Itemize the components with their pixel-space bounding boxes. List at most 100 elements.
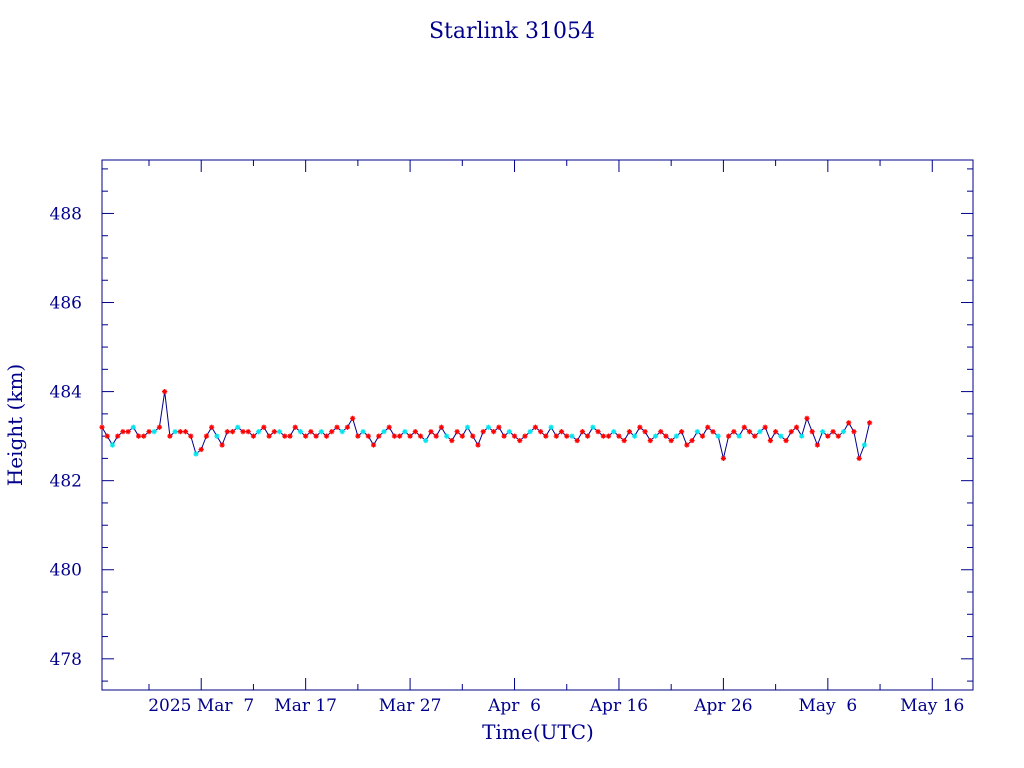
marker-stroke (183, 429, 188, 434)
data-point-marker (830, 429, 836, 435)
marker-stroke (668, 438, 674, 443)
data-point-marker (543, 433, 549, 439)
data-point-marker (423, 437, 429, 444)
data-point-marker (182, 429, 189, 435)
marker-stroke (501, 433, 507, 439)
marker-stroke (303, 433, 308, 439)
data-point-marker (235, 424, 241, 430)
x-tick-label: May 6 (798, 696, 857, 716)
marker-stroke (428, 429, 434, 434)
data-point-marker (370, 442, 377, 448)
data-point-marker (668, 437, 674, 444)
data-point-marker (532, 424, 539, 430)
data-point-marker (710, 429, 716, 435)
marker-stroke (251, 433, 256, 439)
data-point-marker (209, 424, 215, 430)
marker-stroke (606, 433, 611, 439)
data-point-marker (344, 424, 351, 430)
data-point-marker (605, 433, 612, 439)
marker-stroke (642, 429, 648, 434)
data-point-marker (151, 429, 157, 435)
data-point-marker (412, 429, 418, 435)
marker-stroke (689, 438, 695, 443)
marker-stroke (778, 433, 784, 439)
marker-stroke (99, 424, 105, 430)
marker-stroke (747, 429, 752, 434)
marker-stroke (141, 433, 147, 439)
marker-stroke (449, 438, 455, 443)
marker-stroke (313, 433, 319, 439)
data-point-marker (767, 437, 773, 444)
data-point-marker (464, 424, 471, 430)
marker-stroke (663, 433, 669, 439)
marker-stroke (240, 429, 246, 434)
data-point-marker (762, 424, 768, 430)
marker-stroke (522, 433, 528, 439)
data-point-marker (590, 424, 596, 430)
data-point-marker (621, 437, 627, 444)
marker-stroke (460, 433, 465, 439)
data-point-marker (558, 429, 565, 435)
marker-stroke (475, 442, 481, 448)
marker-stroke (204, 433, 209, 439)
marker-stroke (104, 433, 110, 439)
marker-stroke (773, 429, 778, 434)
data-point-marker (120, 429, 126, 435)
data-point-marker (840, 429, 847, 435)
marker-stroke (585, 433, 590, 439)
data-point-marker (564, 433, 570, 439)
data-point-marker (334, 424, 340, 430)
marker-stroke (736, 433, 742, 439)
data-point-marker (454, 429, 460, 435)
data-point-marker (846, 420, 852, 426)
data-point-marker (470, 433, 476, 439)
y-tick-label: 488 (50, 204, 82, 224)
data-point-marker (480, 429, 486, 435)
marker-stroke (695, 429, 700, 434)
data-point-marker (491, 429, 497, 435)
data-point-marker (861, 442, 867, 448)
series-height (99, 388, 873, 462)
marker-stroke (637, 424, 643, 430)
data-point-marker (647, 437, 653, 444)
data-point-marker (856, 455, 862, 462)
x-tick-label: May 16 (900, 696, 964, 716)
marker-stroke (334, 424, 340, 430)
marker-stroke (376, 433, 382, 439)
marker-stroke (355, 433, 361, 439)
marker-stroke (350, 416, 355, 421)
marker-stroke (846, 420, 851, 426)
marker-stroke (815, 442, 820, 448)
marker-stroke (491, 429, 496, 434)
marker-stroke (172, 429, 178, 434)
series-line (101, 391, 871, 461)
data-point-marker (553, 433, 559, 439)
marker-stroke (178, 429, 183, 434)
marker-stroke (319, 429, 324, 434)
data-point-marker (391, 433, 398, 439)
marker-stroke (851, 429, 857, 434)
marker-stroke (465, 424, 470, 430)
data-point-marker (511, 433, 518, 439)
data-point-marker (731, 429, 737, 435)
data-point-marker (705, 424, 711, 430)
marker-stroke (287, 433, 293, 439)
marker-stroke (110, 442, 115, 448)
marker-stroke (517, 438, 522, 443)
data-point-marker (438, 424, 445, 430)
x-tick-label: Apr 16 (589, 696, 648, 716)
data-point-marker (600, 433, 606, 439)
x-ticks: 2025 Mar 7 Mar 17 Mar 27 Apr 6 Apr 16 Apr 26 M… (148, 160, 964, 716)
data-point-marker (214, 433, 220, 439)
marker-stroke (188, 433, 194, 439)
data-point-marker (323, 433, 330, 439)
data-point-marker (172, 429, 178, 435)
marker-stroke (151, 429, 157, 434)
marker-stroke (789, 429, 794, 434)
data-point-marker (381, 429, 387, 435)
data-point-marker (626, 429, 633, 435)
y-axis-label: Height (km) (3, 364, 27, 486)
data-point-marker (229, 429, 236, 435)
marker-stroke (444, 433, 449, 439)
